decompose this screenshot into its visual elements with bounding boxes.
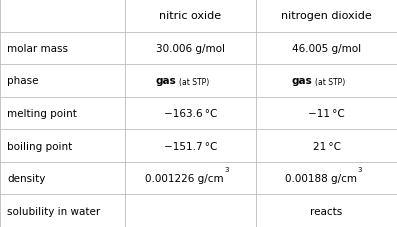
Text: density: density [7,173,46,183]
Text: −11 °C: −11 °C [308,109,345,118]
Text: 46.005 g/mol: 46.005 g/mol [292,44,361,54]
Text: boiling point: boiling point [7,141,72,151]
Text: (at STP): (at STP) [179,78,209,87]
Text: 0.00188 g/cm: 0.00188 g/cm [285,173,357,183]
Text: solubility in water: solubility in water [7,206,100,216]
Text: phase: phase [7,76,39,86]
Text: −151.7 °C: −151.7 °C [164,141,217,151]
Text: nitrogen dioxide: nitrogen dioxide [281,11,372,21]
Text: nitric oxide: nitric oxide [160,11,222,21]
Text: gas: gas [292,76,313,86]
Text: gas: gas [156,76,177,86]
Text: 0.001226 g/cm: 0.001226 g/cm [145,173,224,183]
Text: 21 °C: 21 °C [312,141,341,151]
Text: 30.006 g/mol: 30.006 g/mol [156,44,225,54]
Text: reacts: reacts [310,206,343,216]
Text: 3: 3 [358,166,362,172]
Text: −163.6 °C: −163.6 °C [164,109,217,118]
Text: melting point: melting point [7,109,77,118]
Text: (at STP): (at STP) [314,78,345,87]
Text: 3: 3 [225,166,229,172]
Text: molar mass: molar mass [7,44,68,54]
